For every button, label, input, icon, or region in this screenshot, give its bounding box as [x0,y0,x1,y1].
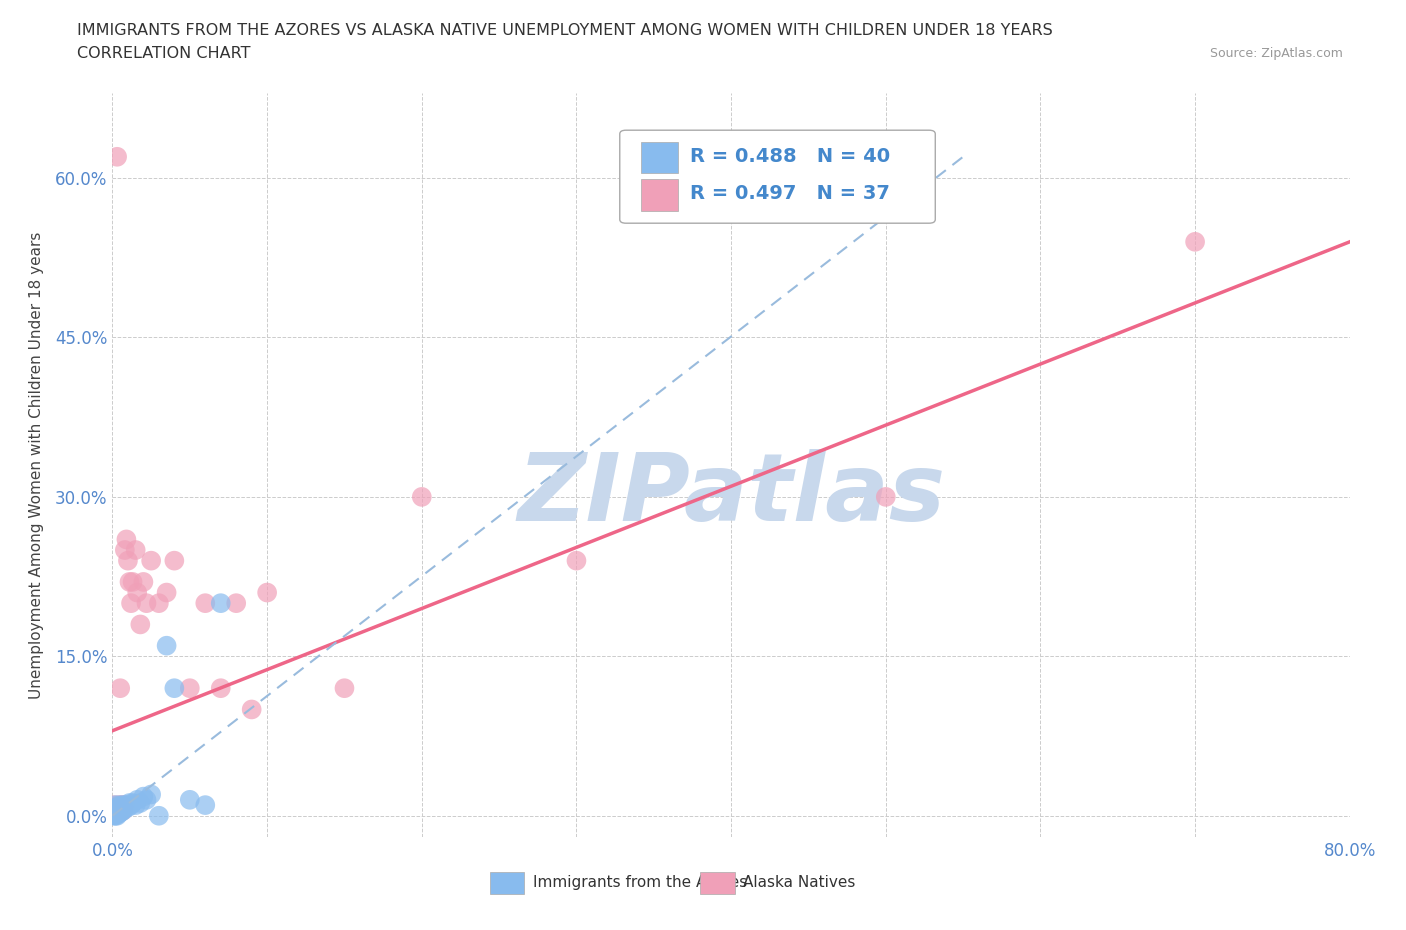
Point [105,803,128,817]
Point [107,806,129,821]
Point [333,681,356,696]
Text: Source: ZipAtlas.com: Source: ZipAtlas.com [1209,46,1343,60]
FancyBboxPatch shape [489,872,524,895]
Text: Immigrants from the Azores: Immigrants from the Azores [533,875,748,890]
Point [209,596,232,611]
Point [141,787,163,802]
Text: IMMIGRANTS FROM THE AZORES VS ALASKA NATIVE UNEMPLOYMENT AMONG WOMEN WITH CHILDR: IMMIGRANTS FROM THE AZORES VS ALASKA NAT… [77,23,1053,38]
Point [110,681,132,696]
Point [107,803,129,817]
Point [112,798,135,813]
Point [194,596,217,611]
Point [135,792,157,807]
Point [411,489,433,504]
Point [104,803,127,817]
Point [118,575,141,590]
Point [120,798,142,813]
FancyBboxPatch shape [700,872,735,895]
Point [565,553,588,568]
Point [155,638,177,653]
Point [121,575,143,590]
Point [114,542,136,557]
Point [110,798,132,813]
Point [103,806,125,821]
Point [115,798,138,813]
Point [103,807,125,822]
Text: R = 0.497   N = 37: R = 0.497 N = 37 [690,184,890,203]
FancyBboxPatch shape [620,130,935,223]
Point [127,585,149,600]
Text: Alaska Natives: Alaska Natives [744,875,856,890]
Point [132,790,155,804]
Point [104,805,127,820]
Text: ZIPatlas: ZIPatlas [517,449,945,540]
Point [107,800,129,815]
Point [117,800,139,815]
Point [121,795,143,810]
Point [110,802,132,817]
Point [105,808,128,823]
Point [179,792,201,807]
Point [240,702,263,717]
Point [127,792,149,807]
FancyBboxPatch shape [641,179,678,210]
Point [225,596,247,611]
Point [112,800,135,815]
Point [209,681,232,696]
Point [111,800,134,815]
Point [132,575,155,590]
Point [129,617,152,631]
Point [875,489,897,504]
Point [110,803,132,817]
Text: CORRELATION CHART: CORRELATION CHART [77,46,250,61]
Point [105,150,128,165]
Point [155,585,177,600]
Point [124,542,148,557]
Point [135,596,157,611]
Point [163,553,186,568]
Point [163,681,186,696]
Text: R = 0.488   N = 40: R = 0.488 N = 40 [690,147,890,166]
Point [124,798,148,813]
Point [107,798,129,813]
Point [1184,234,1206,249]
Point [110,805,132,820]
Point [179,681,201,696]
Point [114,798,136,813]
Point [105,800,128,815]
Point [103,798,125,813]
Y-axis label: Unemployment Among Women with Children Under 18 years: Unemployment Among Women with Children U… [30,232,44,698]
Point [256,585,278,600]
Point [129,795,152,810]
Point [115,532,138,547]
Point [117,553,139,568]
Point [111,798,134,813]
Point [114,801,136,816]
Point [104,803,127,817]
Point [112,803,135,817]
Point [118,795,141,810]
FancyBboxPatch shape [641,142,678,173]
Point [111,804,134,819]
Point [148,808,170,823]
Point [112,803,135,817]
Point [194,798,217,813]
Point [105,805,128,820]
Point [104,808,127,823]
Point [103,808,125,823]
Point [105,800,128,815]
Point [120,596,142,611]
Point [141,553,163,568]
Point [104,801,127,816]
Point [148,596,170,611]
Point [104,798,127,813]
